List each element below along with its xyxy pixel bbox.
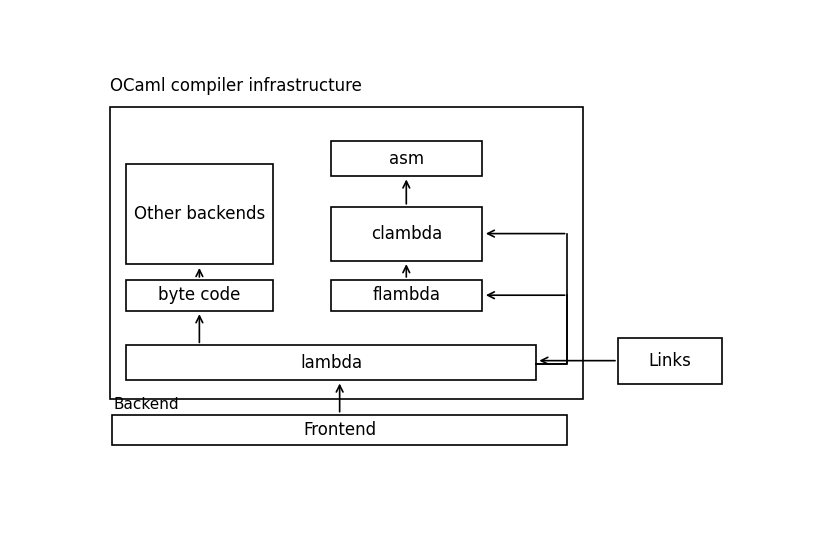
- Text: lambda: lambda: [300, 354, 362, 372]
- Text: Links: Links: [648, 351, 690, 370]
- Bar: [331, 280, 482, 311]
- Bar: [125, 280, 273, 311]
- Text: flambda: flambda: [372, 286, 440, 304]
- Bar: [110, 106, 582, 399]
- Text: clambda: clambda: [371, 225, 441, 242]
- Text: Other backends: Other backends: [133, 205, 265, 223]
- Bar: [331, 207, 482, 261]
- Text: OCaml compiler infrastructure: OCaml compiler infrastructure: [110, 77, 362, 95]
- Text: asm: asm: [389, 149, 423, 167]
- Bar: [331, 141, 482, 176]
- Bar: [125, 345, 536, 380]
- Text: Frontend: Frontend: [303, 421, 376, 439]
- Text: Backend: Backend: [113, 397, 179, 412]
- Bar: [125, 164, 273, 264]
- Bar: [111, 415, 567, 445]
- Bar: [618, 338, 722, 384]
- Text: byte code: byte code: [158, 286, 240, 304]
